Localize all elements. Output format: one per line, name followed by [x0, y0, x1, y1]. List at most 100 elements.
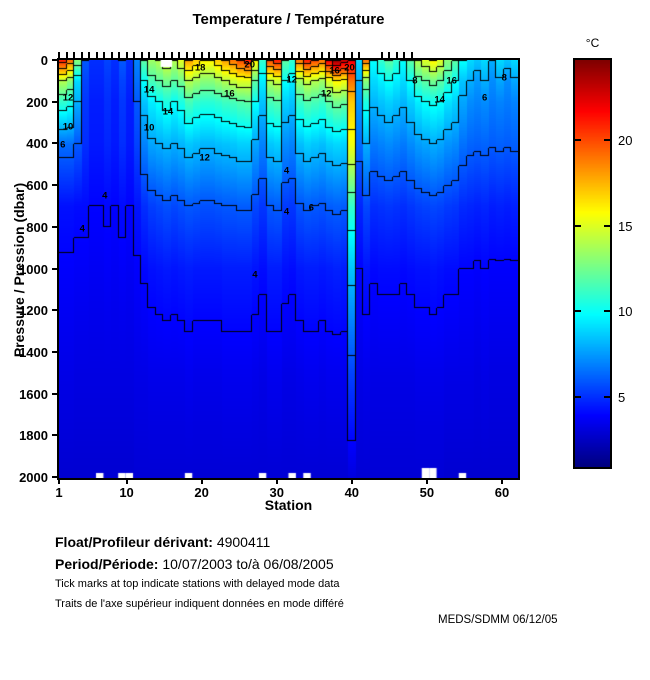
contour-label: 14: [162, 106, 174, 118]
y-tick-label: 1400: [19, 344, 48, 360]
colorbar-tick-right: [604, 310, 610, 313]
delayed-mode-tick: [328, 52, 331, 60]
colorbar-tick-left: [575, 310, 581, 313]
plot-title: Temperature / Température: [192, 11, 385, 28]
delayed-mode-tick: [305, 52, 308, 60]
y-tick-label: 1200: [19, 303, 48, 319]
contour-label: 8: [501, 72, 507, 84]
period-value: 10/07/2003 to/à 06/08/2005: [162, 556, 334, 572]
y-tick-mark: [52, 225, 59, 228]
contour-label: 4: [102, 190, 108, 202]
delayed-mode-tick: [200, 52, 203, 60]
y-tick-mark: [52, 184, 59, 187]
delayed-mode-tick: [170, 52, 173, 60]
delayed-mode-tick: [320, 52, 323, 60]
delayed-mode-tick: [335, 52, 338, 60]
delayed-mode-tick: [238, 52, 241, 60]
y-tick-label: 1800: [19, 428, 48, 444]
delayed-mode-tick: [215, 52, 218, 60]
contour-label: 6: [308, 202, 314, 214]
y-tick-label: 800: [26, 219, 48, 235]
colorbar-tick-right: [604, 396, 610, 399]
delayed-mode-tick: [163, 52, 166, 60]
colorbar-tick-label: 20: [618, 132, 633, 148]
contour-label: 14: [434, 94, 445, 106]
delayed-mode-tick: [275, 52, 278, 60]
y-tick-label: 400: [26, 136, 48, 152]
delayed-mode-tick: [88, 52, 91, 60]
contour-label: 12: [286, 74, 298, 86]
contour-label: 16: [329, 65, 340, 77]
contour-label: 20: [244, 59, 255, 71]
delayed-mode-tick: [208, 52, 211, 60]
colorbar-unit-label: °C: [585, 36, 600, 50]
delayed-mode-tick: [313, 52, 316, 60]
y-tick-mark: [52, 392, 59, 395]
contour-label: 4: [79, 223, 85, 235]
delayed-mode-tick: [110, 52, 113, 60]
delayed-mode-tick: [95, 52, 98, 60]
delayed-mode-note-en: Tick marks at top indicate stations with…: [55, 578, 340, 590]
colorbar-tick-left: [575, 396, 581, 399]
delayed-mode-tick: [140, 52, 143, 60]
delayed-mode-tick: [178, 52, 181, 60]
y-tick-mark: [52, 100, 59, 103]
colorbar-tick-label: 5: [618, 390, 626, 406]
contour-label: 4: [283, 206, 290, 218]
delayed-mode-tick: [410, 52, 413, 60]
delayed-mode-tick: [133, 52, 136, 60]
contour-label: 12: [320, 88, 332, 100]
y-tick-label: 1000: [19, 261, 48, 277]
delayed-mode-tick: [298, 52, 301, 60]
x-tick-mark: [425, 478, 428, 484]
y-tick-label: 0: [40, 53, 48, 68]
delayed-mode-note-fr: Traits de l'axe supérieur indiquent donn…: [55, 598, 344, 610]
delayed-mode-tick: [350, 52, 353, 60]
delayed-mode-tick: [223, 52, 226, 60]
delayed-mode-tick: [125, 52, 128, 60]
delayed-mode-tick: [118, 52, 121, 60]
x-axis-title: Station: [264, 497, 313, 513]
delayed-mode-tick: [58, 52, 60, 60]
delayed-mode-tick: [185, 52, 188, 60]
delayed-mode-tick: [73, 52, 76, 60]
x-tick-label: 60: [494, 485, 510, 500]
y-tick-mark: [52, 350, 59, 353]
y-tick-mark: [52, 267, 59, 270]
x-tick-mark: [275, 478, 278, 484]
y-tick-mark: [52, 476, 59, 478]
float-id-value: 4900411: [216, 534, 271, 550]
y-tick-mark: [52, 59, 59, 61]
delayed-mode-tick: [358, 52, 361, 60]
x-tick-mark: [350, 478, 353, 484]
delayed-mode-tick: [395, 52, 398, 60]
colorbar-tick-left: [575, 224, 581, 227]
delayed-mode-tick: [290, 52, 293, 60]
colorbar-tick-right: [604, 138, 610, 141]
delayed-mode-tick: [388, 52, 391, 60]
y-tick-label: 2000: [19, 470, 48, 485]
delayed-mode-tick: [260, 52, 263, 60]
contour-label: 18: [194, 62, 206, 74]
contour-label: 6: [482, 92, 488, 104]
colorbar-gradient-canvas: [575, 60, 610, 467]
x-tick-label: 10: [119, 485, 134, 500]
x-tick-mark: [58, 478, 60, 484]
float-id-label: Float/Profileur dérivant:: [55, 534, 213, 550]
x-tick-label: 1: [55, 485, 63, 500]
period-line: Period/Période: 10/07/2003 to/à 06/08/20…: [55, 556, 334, 572]
float-id-line: Float/Profileur dérivant: 4900411: [55, 534, 270, 550]
delayed-mode-tick: [253, 52, 256, 60]
contour-label: 16: [446, 75, 457, 87]
colorbar-tick-label: 10: [618, 304, 633, 320]
contour-label: 16: [224, 88, 235, 100]
temperature-heatmap-canvas: [59, 60, 518, 478]
x-tick-mark: [500, 478, 503, 484]
plot-axes-frame: [57, 58, 520, 480]
y-tick-mark: [52, 309, 59, 312]
y-tick-label: 200: [26, 94, 48, 110]
y-tick-mark: [52, 434, 59, 437]
delayed-mode-tick: [380, 52, 383, 60]
x-tick-mark: [125, 478, 128, 484]
